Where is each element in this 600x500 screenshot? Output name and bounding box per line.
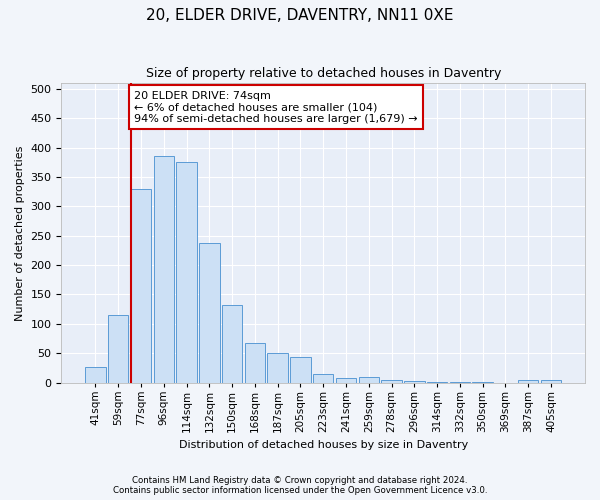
Bar — [131, 189, 151, 382]
Bar — [381, 380, 402, 382]
Y-axis label: Number of detached properties: Number of detached properties — [15, 145, 25, 320]
Bar — [154, 156, 174, 382]
X-axis label: Distribution of detached houses by size in Daventry: Distribution of detached houses by size … — [179, 440, 468, 450]
Title: Size of property relative to detached houses in Daventry: Size of property relative to detached ho… — [146, 68, 501, 80]
Bar — [268, 353, 288, 382]
Bar — [85, 368, 106, 382]
Bar — [541, 380, 561, 382]
Bar — [199, 244, 220, 382]
Bar — [222, 305, 242, 382]
Text: Contains HM Land Registry data © Crown copyright and database right 2024.
Contai: Contains HM Land Registry data © Crown c… — [113, 476, 487, 495]
Bar — [290, 358, 311, 382]
Text: 20, ELDER DRIVE, DAVENTRY, NN11 0XE: 20, ELDER DRIVE, DAVENTRY, NN11 0XE — [146, 8, 454, 22]
Bar — [518, 380, 538, 382]
Bar — [176, 162, 197, 382]
Bar — [359, 376, 379, 382]
Bar — [313, 374, 334, 382]
Bar — [108, 315, 128, 382]
Bar — [336, 378, 356, 382]
Text: 20 ELDER DRIVE: 74sqm
← 6% of detached houses are smaller (104)
94% of semi-deta: 20 ELDER DRIVE: 74sqm ← 6% of detached h… — [134, 90, 418, 124]
Bar — [245, 342, 265, 382]
